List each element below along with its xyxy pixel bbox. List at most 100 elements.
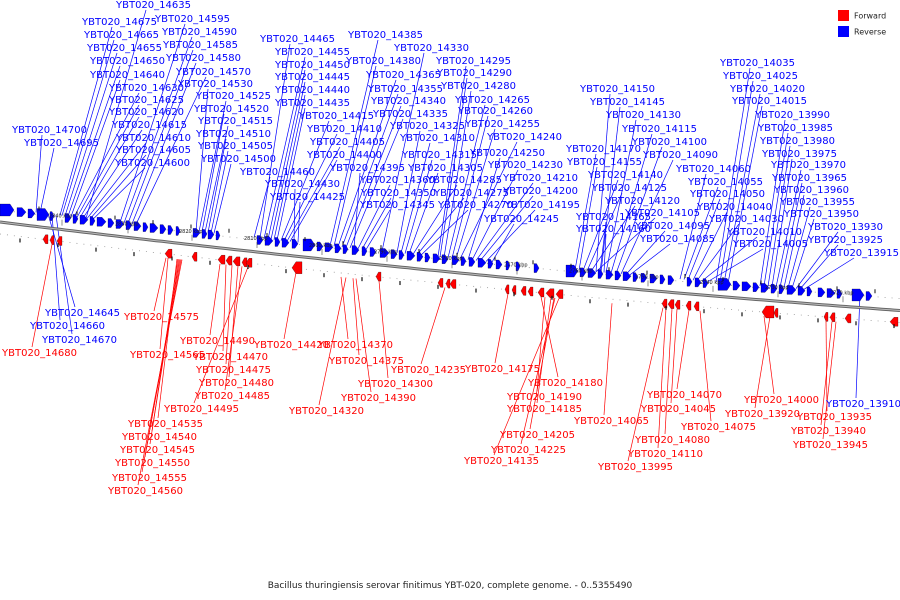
scale-tick-label: 2840 kbp: [49, 214, 73, 220]
forward-gene-arrow: [823, 312, 829, 322]
forward-gene-leader: [209, 263, 221, 336]
scale-tick-label: 2800 kbp: [309, 243, 333, 249]
forward-gene-leader: [822, 321, 837, 440]
reverse-gene-leader: [578, 166, 598, 271]
reverse-gene-label: YBT020_14530: [177, 79, 253, 90]
reverse-gene-leader: [803, 257, 855, 290]
reverse-gene-label: YBT020_14635: [115, 0, 191, 11]
reverse-gene-label: YBT020_14145: [589, 97, 665, 108]
reverse-gene-label: YBT020_14595: [154, 14, 230, 25]
scale-tick-label: 2760 kbp: [569, 269, 593, 275]
reverse-gene-arrow: [770, 284, 778, 294]
forward-gene-label: YBT020_13945: [792, 440, 868, 451]
reverse-gene-label: YBT020_14385: [347, 30, 423, 41]
reverse-gene-label: YBT020_14285: [426, 175, 502, 186]
reverse-gene-leader: [595, 217, 656, 273]
reverse-gene-label: YBT020_14525: [195, 91, 271, 102]
reverse-gene-label: YBT020_14460: [239, 167, 315, 178]
reverse-gene-arrow: [786, 285, 797, 295]
forward-gene-label: YBT020_14190: [506, 392, 582, 403]
forward-gene-leader: [820, 321, 833, 426]
reverse-gene-arrow: [694, 277, 702, 288]
forward-gene-leader: [420, 287, 446, 365]
forward-gene-arrow: [527, 286, 534, 297]
legend-forward-label: Forward: [854, 12, 886, 21]
forward-gene-leader: [493, 298, 560, 456]
reverse-gene-leader: [443, 90, 472, 258]
reverse-gene-label: YBT020_14615: [111, 120, 187, 131]
forward-gene-arrow: [693, 301, 700, 311]
reverse-gene-label: YBT020_14230: [487, 160, 563, 171]
forward-gene-arrow: [889, 317, 899, 327]
reverse-gene-arrow: [460, 256, 467, 266]
forward-gene-label: YBT020_13940: [790, 426, 866, 437]
reverse-gene-label: YBT020_14510: [195, 129, 271, 140]
reverse-gene-leader: [625, 230, 666, 275]
forward-gene-leader: [355, 278, 372, 393]
forward-gene-leader: [318, 277, 347, 406]
forward-gene-label: YBT020_14390: [340, 393, 416, 404]
reverse-gene-leader: [333, 65, 377, 247]
forward-gene-label: YBT020_13995: [597, 462, 673, 473]
reverse-gene-leader: [471, 169, 519, 261]
reverse-gene-label: YBT020_14055: [687, 177, 763, 188]
reverse-gene-arrow: [622, 271, 632, 281]
reverse-gene-arrow: [291, 239, 299, 249]
reverse-gene-arrow: [778, 284, 785, 294]
reverse-gene-label: YBT020_14365: [365, 70, 441, 81]
map-caption: Bacillus thuringiensis serovar finitimus…: [268, 581, 633, 591]
reverse-gene-label: YBT020_13980: [759, 136, 835, 147]
forward-gene-arrow: [844, 313, 852, 324]
reverse-gene-leader: [70, 79, 121, 217]
reverse-gene-label: YBT020_14675: [81, 17, 157, 28]
forward-gene-label: YBT020_14480: [198, 378, 274, 389]
reverse-gene-leader: [381, 52, 425, 252]
reverse-gene-label: YBT020_14605: [115, 145, 191, 156]
forward-gene-arrow: [375, 271, 382, 282]
reverse-gene-leader: [767, 145, 791, 287]
forward-gene-arrow: [437, 278, 444, 288]
forward-gene-leader: [627, 307, 664, 462]
reverse-gene-label: YBT020_14030: [708, 214, 784, 225]
reverse-gene-leader: [799, 244, 839, 290]
reverse-gene-label: YBT020_14125: [591, 183, 667, 194]
reverse-gene-label: YBT020_14600: [114, 158, 190, 169]
forward-gene-leader: [378, 280, 389, 379]
reverse-gene-label: YBT020_14040: [696, 202, 772, 213]
reverse-gene-leader: [207, 138, 227, 233]
reverse-gene-label: YBT020_14200: [502, 186, 578, 197]
reverse-gene-label: YBT020_14090: [642, 150, 718, 161]
reverse-gene-label: YBT020_14620: [108, 107, 184, 118]
reverse-gene-label: YBT020_14240: [486, 132, 562, 143]
reverse-gene-arrow: [732, 280, 741, 291]
reverse-gene-arrow: [175, 226, 181, 236]
forward-gene-arrow: [555, 289, 564, 299]
reverse-gene-label: YBT020_14245: [483, 214, 559, 225]
reverse-gene-leader: [263, 56, 306, 239]
forward-gene-label: YBT020_14540: [121, 432, 197, 443]
forward-gene-arrow: [449, 279, 457, 289]
forward-gene-arrow: [685, 301, 692, 311]
reverse-gene-label: YBT020_14395: [329, 163, 405, 174]
reverse-gene-label: YBT020_14280: [440, 81, 516, 92]
reverse-gene-label: YBT020_14170: [565, 144, 641, 155]
reverse-gene-label: YBT020_14430: [264, 179, 340, 190]
reverse-gene-leader: [276, 107, 306, 241]
reverse-gene-label: YBT020_13910: [825, 399, 900, 410]
reverse-gene-leader: [701, 236, 758, 282]
reverse-gene-label: YBT020_14650: [89, 56, 165, 67]
reverse-gene-leader: [131, 62, 197, 225]
forward-gene-arrow: [217, 255, 226, 265]
reverse-gene-arrow: [0, 203, 15, 217]
reverse-gene-label: YBT020_14585: [162, 40, 238, 51]
reverse-gene-label: YBT020_13925: [807, 235, 883, 246]
reverse-gene-arrow: [64, 213, 72, 223]
reverse-gene-leader: [416, 197, 465, 255]
scale-tick-label: 2780 kbp: [439, 256, 463, 262]
reverse-gene-leader: [783, 194, 805, 288]
reverse-gene-leader: [439, 77, 468, 258]
forward-gene-label: YBT020_14185: [506, 404, 582, 415]
genome-backbone-highlight: [0, 221, 900, 311]
scale-tick-label: 2740 kbp: [700, 280, 724, 286]
forward-gene-leader: [352, 278, 360, 356]
